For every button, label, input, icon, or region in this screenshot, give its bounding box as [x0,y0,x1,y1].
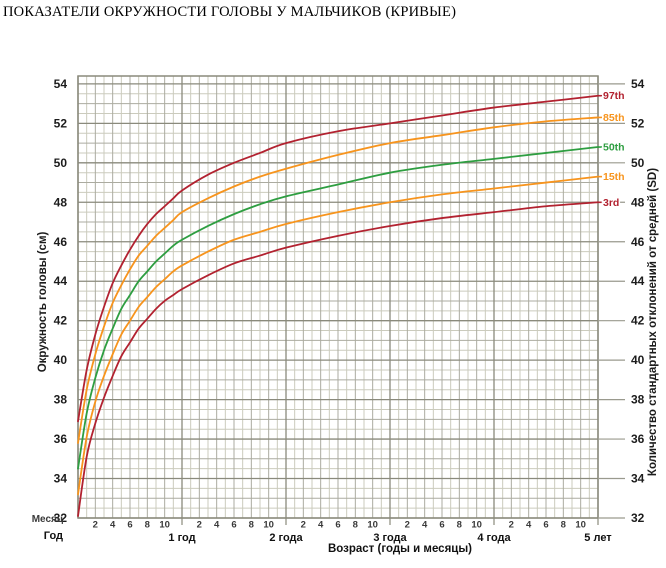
y-tick-label-right: 34 [631,472,645,486]
y-axis-labels-left: 32 34 36 38 40 42 44 46 48 50 52 54 [54,77,68,525]
month-tick-label: 8 [145,520,150,531]
month-tick-label: 4 [526,520,532,531]
x-axis-months-row-label: Месяц [31,514,63,525]
grid-mid [78,76,598,518]
x-axis-year-labels: 1 год 2 года 3 года 4 года 5 лет [168,518,612,544]
percentile-curve-85th [77,116,599,444]
y-tick-label-right: 36 [631,432,645,446]
y-tick-label-left: 50 [54,156,68,170]
y-tick-label-left: 46 [54,235,68,249]
month-tick-label: 2 [93,520,98,531]
y-axis-title-left: Окружность головы (см) [37,231,49,373]
curve-label-97th: 97th [603,90,625,102]
month-tick-label: 2 [301,520,306,531]
month-tick-label: 10 [263,520,274,531]
month-tick-label: 2 [509,520,514,531]
curve-label-3rd: 3rd [603,197,619,209]
percentile-curve-15th [77,175,599,496]
plot-border [77,75,599,519]
percentile-curve-97th [77,94,599,423]
month-tick-label: 6 [335,520,340,531]
year-tick-label: 3 года [373,532,407,544]
curve-label-85th: 85th [603,112,625,124]
y-tick-label-left: 54 [54,77,68,91]
x-axis-month-labels: 2 4 6 8 10 2 4 6 8 10 2 4 6 8 10 2 4 6 8 10 2 4 6 8 10 [93,520,586,531]
curve-label-15th: 15th [603,171,625,183]
year-tick-label: 5 лет [584,532,612,544]
month-tick-label: 10 [471,520,482,531]
y-tick-label-left: 40 [54,353,68,367]
x-axis-title: Возраст (годы и месяцы) [327,543,473,555]
curve-label-50th: 50th [603,142,625,154]
month-tick-label: 4 [318,520,324,531]
y-tick-label-left: 38 [54,393,68,407]
page-title: ПОКАЗАТЕЛИ ОКРУЖНОСТИ ГОЛОВЫ У МАЛЬЧИКОВ… [3,4,457,20]
x-axis-years-row-label: Год [43,530,63,542]
month-tick-label: 6 [127,520,132,531]
y-tick-label-right: 40 [631,353,645,367]
month-tick-label: 8 [249,520,254,531]
month-tick-label: 6 [439,520,444,531]
y-tick-label-right: 52 [631,116,645,130]
year-tick-label: 2 года [269,532,303,544]
y-tick-label-right: 48 [631,195,645,209]
month-tick-label: 4 [110,520,116,531]
percentile-curve-50th [77,146,599,470]
month-tick-label: 8 [353,520,358,531]
month-tick-label: 10 [367,520,378,531]
month-tick-label: 4 [422,520,428,531]
y-tick-label-left: 48 [54,195,68,209]
month-tick-label: 6 [543,520,548,531]
y-axis-title-right: Количество стандартных отклонений от сре… [647,167,659,477]
y-tick-label-left: 34 [54,472,68,486]
y-tick-label-right: 32 [631,511,645,525]
month-tick-label: 8 [561,520,566,531]
year-tick-label: 4 года [477,532,511,544]
y-tick-label-left: 32 [54,511,68,525]
month-tick-label: 8 [457,520,462,531]
month-tick-label: 10 [159,520,170,531]
y-tick-label-right: 44 [631,274,645,288]
y-tick-label-right: 42 [631,314,645,328]
y-tick-label-right: 54 [631,77,645,91]
month-tick-label: 2 [197,520,202,531]
year-tick-label: 1 год [168,532,195,544]
y-tick-label-right: 46 [631,235,645,249]
month-tick-label: 10 [575,520,586,531]
y-tick-label-left: 42 [54,314,68,328]
y-tick-label-right: 38 [631,393,645,407]
y-tick-label-left: 36 [54,432,68,446]
month-tick-label: 6 [231,520,236,531]
y-tick-label-left: 44 [54,274,68,288]
y-tick-label-left: 52 [54,116,68,130]
y-axis-labels-right: 32 34 36 38 40 42 44 46 48 50 52 54 [599,77,645,525]
curve-end-labels: 97th 85th 50th 15th 3rd [598,89,626,210]
percentile-curve-3rd [77,201,599,517]
month-tick-label: 2 [405,520,410,531]
percentile-curves [77,94,599,517]
month-tick-label: 4 [214,520,220,531]
y-tick-label-right: 50 [631,156,645,170]
